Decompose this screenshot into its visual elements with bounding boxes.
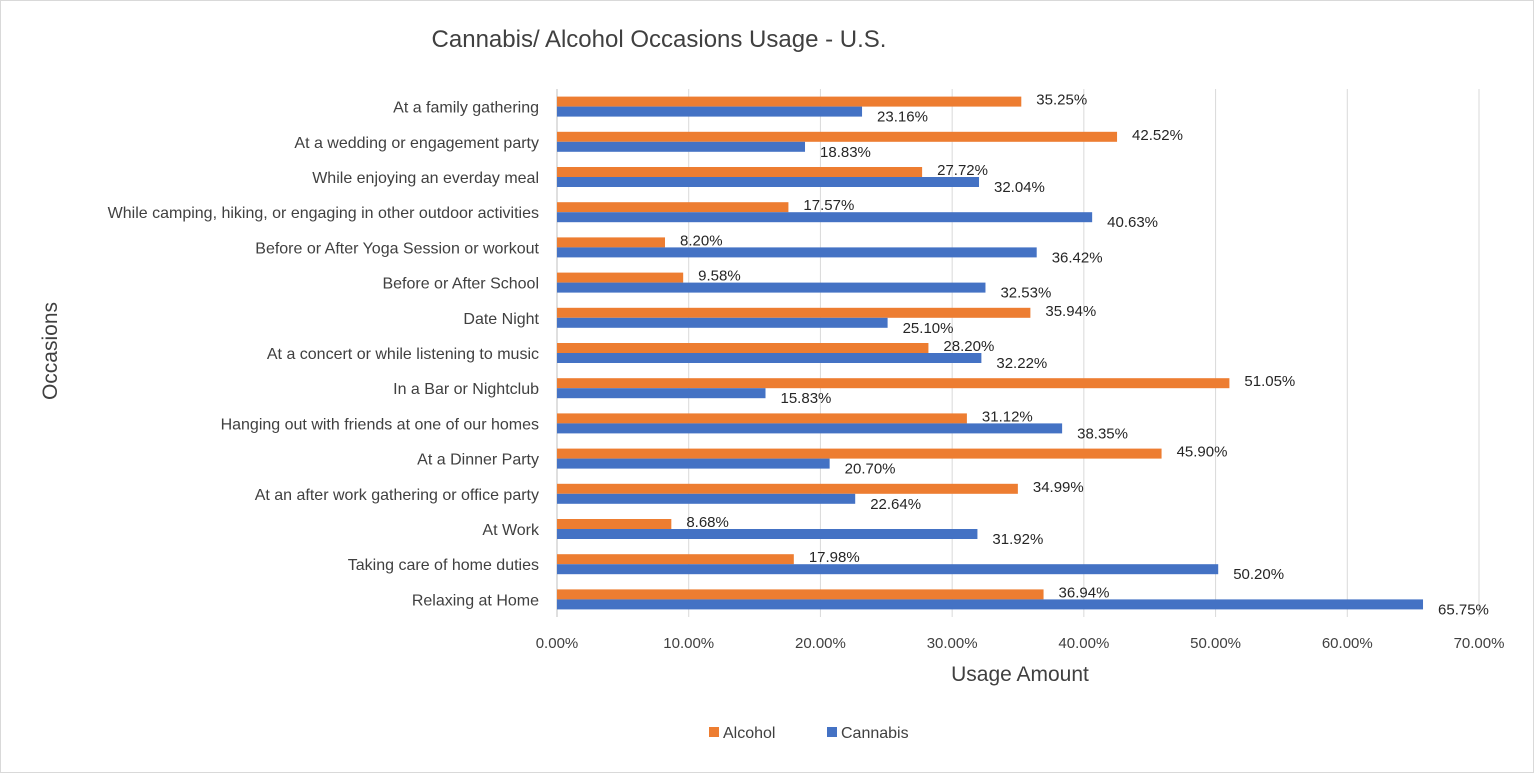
cannabis-bar bbox=[557, 141, 806, 152]
cannabis-bar bbox=[557, 529, 978, 539]
x-tick-label: 70.00% bbox=[1454, 635, 1505, 652]
alcohol-data-label: 8.20% bbox=[680, 232, 723, 249]
category-label: Before or After Yoga Session or workout bbox=[255, 240, 539, 257]
category-label: Date Night bbox=[463, 311, 539, 328]
cannabis-bar bbox=[557, 599, 1424, 610]
cannabis-data-label: 36.42% bbox=[1052, 249, 1103, 266]
alcohol-data-label: 45.90% bbox=[1177, 444, 1228, 461]
alcohol-data-label: 35.94% bbox=[1045, 303, 1096, 320]
alcohol-bar bbox=[557, 343, 929, 353]
alcohol-data-label: 17.57% bbox=[803, 197, 854, 214]
cannabis-data-label: 18.83% bbox=[820, 144, 871, 161]
cannabis-bar bbox=[557, 212, 1093, 223]
category-label: At an after work gathering or office par… bbox=[255, 487, 539, 504]
legend: Alcohol Cannabis bbox=[709, 725, 909, 742]
category-label: Hanging out with friends at one of our h… bbox=[221, 416, 539, 433]
cannabis-bar bbox=[557, 423, 1063, 434]
cannabis-bar bbox=[557, 493, 856, 504]
alcohol-bar bbox=[557, 202, 789, 213]
alcohol-bar bbox=[557, 554, 794, 565]
category-label: At a wedding or engagement party bbox=[294, 135, 539, 152]
alcohol-bar bbox=[557, 519, 672, 529]
category-label: At a family gathering bbox=[393, 100, 539, 117]
alcohol-data-label: 28.20% bbox=[943, 338, 994, 355]
alcohol-data-label: 36.94% bbox=[1059, 584, 1110, 601]
category-labels: At a family gathering At a wedding or eng… bbox=[108, 100, 540, 610]
alcohol-data-label: 51.05% bbox=[1244, 373, 1295, 390]
cannabis-bar bbox=[557, 282, 986, 293]
alcohol-data-label: 42.52% bbox=[1132, 127, 1183, 144]
alcohol-bar bbox=[557, 413, 967, 424]
cannabis-bar bbox=[557, 106, 863, 117]
alcohol-data-label: 35.25% bbox=[1036, 92, 1087, 109]
cannabis-data-label: 38.35% bbox=[1077, 425, 1128, 442]
alcohol-bar bbox=[557, 237, 666, 248]
x-axis-title: Usage Amount bbox=[951, 663, 1089, 686]
alcohol-bar bbox=[557, 378, 1230, 389]
cannabis-bar bbox=[557, 247, 1037, 258]
bars bbox=[557, 96, 1424, 610]
cannabis-data-label: 25.10% bbox=[903, 320, 954, 337]
alcohol-data-label: 27.72% bbox=[937, 162, 988, 179]
alcohol-data-label: 34.99% bbox=[1033, 479, 1084, 496]
cannabis-data-label: 32.04% bbox=[994, 179, 1045, 196]
alcohol-bar bbox=[557, 272, 684, 283]
alcohol-data-label: 8.68% bbox=[686, 514, 729, 531]
cannabis-data-label: 32.53% bbox=[1000, 285, 1051, 302]
cannabis-data-label: 40.63% bbox=[1107, 214, 1158, 231]
x-tick-label: 50.00% bbox=[1190, 635, 1241, 652]
category-label: Taking care of home duties bbox=[348, 557, 539, 574]
cannabis-data-label: 31.92% bbox=[992, 531, 1043, 548]
cannabis-data-label: 15.83% bbox=[781, 390, 832, 407]
cannabis-legend-swatch bbox=[827, 727, 837, 737]
y-axis-title: Occasions bbox=[39, 302, 62, 400]
cannabis-bar bbox=[557, 388, 766, 399]
cannabis-bar bbox=[557, 564, 1219, 575]
cannabis-bar bbox=[557, 317, 888, 328]
alcohol-legend-swatch bbox=[709, 727, 719, 737]
alcohol-data-label: 9.58% bbox=[698, 268, 741, 285]
x-tick-label: 20.00% bbox=[795, 635, 846, 652]
alcohol-bar bbox=[557, 167, 923, 177]
alcohol-legend-label: Alcohol bbox=[723, 725, 775, 742]
category-label: At Work bbox=[482, 522, 540, 539]
cannabis-bar bbox=[557, 353, 982, 363]
alcohol-bar bbox=[557, 448, 1162, 459]
cannabis-data-label: 32.22% bbox=[996, 355, 1047, 372]
cannabis-bar bbox=[557, 458, 830, 469]
cannabis-data-label: 20.70% bbox=[845, 461, 896, 478]
category-label: At a concert or while listening to music bbox=[267, 346, 539, 363]
x-tick-label: 30.00% bbox=[927, 635, 978, 652]
category-label: While enjoying an everday meal bbox=[312, 170, 539, 187]
x-tick-label: 10.00% bbox=[663, 635, 714, 652]
category-label: While camping, hiking, or engaging in ot… bbox=[108, 205, 539, 222]
category-label: Relaxing at Home bbox=[412, 592, 539, 609]
cannabis-legend-label: Cannabis bbox=[841, 725, 909, 742]
alcohol-bar bbox=[557, 589, 1044, 600]
category-label: Before or After School bbox=[382, 276, 539, 293]
x-tick-label: 60.00% bbox=[1322, 635, 1373, 652]
alcohol-data-label: 31.12% bbox=[982, 408, 1033, 425]
category-label: At a Dinner Party bbox=[417, 452, 539, 469]
cannabis-data-label: 50.20% bbox=[1233, 566, 1284, 583]
data-labels: 35.25% 23.16% 42.52% 18.83% 27.72% 32.04% 17.5… bbox=[680, 92, 1489, 619]
alcohol-bar bbox=[557, 131, 1118, 142]
chart-title: Cannabis/ Alcohol Occasions Usage - U.S. bbox=[432, 26, 887, 53]
alcohol-bar bbox=[557, 483, 1018, 494]
cannabis-data-label: 65.75% bbox=[1438, 601, 1489, 618]
cannabis-bar bbox=[557, 177, 980, 187]
x-tick-label: 0.00% bbox=[536, 635, 579, 652]
x-tick-label: 40.00% bbox=[1058, 635, 1109, 652]
alcohol-bar bbox=[557, 96, 1022, 107]
cannabis-data-label: 23.16% bbox=[877, 109, 928, 126]
alcohol-bar bbox=[557, 307, 1031, 318]
x-tick-labels: 0.00% 10.00% 20.00% 30.00% 40.00% 50.00% 60.00… bbox=[536, 635, 1505, 652]
category-label: In a Bar or Nightclub bbox=[393, 381, 539, 398]
cannabis-data-label: 22.64% bbox=[870, 496, 921, 513]
alcohol-data-label: 17.98% bbox=[809, 549, 860, 566]
